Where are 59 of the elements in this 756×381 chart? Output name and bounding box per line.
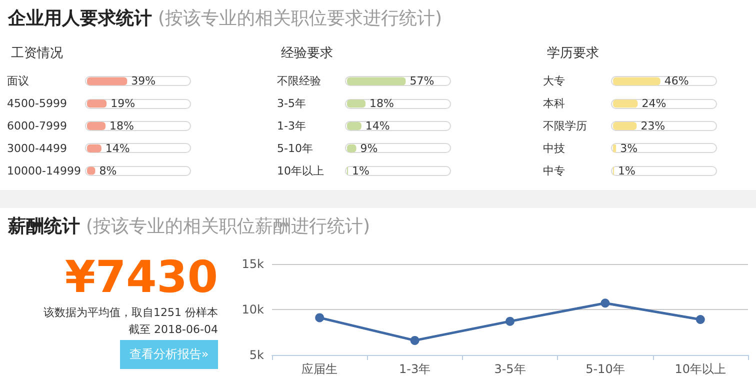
data-label: 14% bbox=[365, 120, 390, 132]
chart-title: 经验要求 bbox=[281, 46, 333, 61]
bar bbox=[87, 122, 106, 130]
data-label: 3% bbox=[620, 142, 638, 155]
chart-title: 学历要求 bbox=[547, 46, 599, 61]
y-tick-label: 6000-7999 bbox=[7, 120, 67, 132]
y-tick-label: 大专 bbox=[543, 74, 565, 88]
data-label: 18% bbox=[110, 120, 134, 132]
y-tick-label: 5k bbox=[249, 348, 264, 362]
y-tick-label: 3000-4499 bbox=[7, 142, 67, 155]
data-label: 46% bbox=[664, 74, 689, 88]
y-tick-label: 不限学历 bbox=[543, 120, 587, 132]
text: 查看分析报告» bbox=[120, 340, 218, 369]
data-label: 57% bbox=[410, 74, 434, 88]
bar bbox=[87, 100, 107, 108]
data-label: 14% bbox=[105, 142, 130, 155]
text: (按该专业的相关职位薪酬进行统计) bbox=[86, 216, 370, 237]
data-label: 19% bbox=[110, 97, 136, 110]
x-tick-label: 应届生 bbox=[302, 362, 338, 376]
data-label: 1% bbox=[352, 164, 370, 178]
y-tick-label: 3-5年 bbox=[277, 97, 306, 110]
y-tick-label: 4500-5999 bbox=[7, 97, 67, 110]
y-tick-label: 不限经验 bbox=[277, 74, 321, 88]
text: 薪酬统计 bbox=[8, 216, 80, 237]
chart-title: 工资情况 bbox=[11, 46, 63, 61]
data-label: 1% bbox=[618, 164, 636, 178]
y-tick-label: 本科 bbox=[543, 97, 565, 110]
y-tick-label: 5-10年 bbox=[277, 142, 313, 155]
x-tick-label: 1-3年 bbox=[398, 362, 431, 376]
y-tick-label: 面议 bbox=[7, 74, 29, 88]
x-tick-label: 10年以上 bbox=[674, 362, 726, 376]
x-tick-label: 3-5年 bbox=[494, 362, 526, 376]
data-label: 39% bbox=[131, 74, 156, 88]
data-label: 23% bbox=[640, 120, 666, 132]
point bbox=[696, 315, 705, 324]
data-label: 9% bbox=[360, 142, 378, 155]
x-tick-label: 5-10年 bbox=[586, 362, 625, 376]
y-tick-label: 10年以上 bbox=[277, 164, 324, 178]
bar bbox=[613, 100, 638, 108]
point bbox=[600, 298, 610, 308]
text: (按该专业的相关职位要求进行统计) bbox=[158, 8, 442, 29]
point bbox=[506, 316, 514, 326]
text: ¥7430 bbox=[64, 252, 218, 304]
data-label: 8% bbox=[99, 164, 117, 178]
text: 该数据为平均值，取自1251 份样本 bbox=[42, 305, 218, 321]
data-label: 24% bbox=[642, 97, 666, 110]
y-tick-label: 中专 bbox=[543, 164, 565, 178]
text: 截至 2018-06-04 bbox=[128, 322, 218, 338]
y-tick-label: 15k bbox=[242, 257, 264, 271]
y-tick-label: 中技 bbox=[543, 142, 565, 155]
y-tick-label: 10k bbox=[242, 302, 264, 316]
y-tick-label: 10000-14999 bbox=[7, 164, 81, 178]
point bbox=[410, 336, 420, 345]
text: 企业用人要求统计 bbox=[8, 8, 152, 29]
point bbox=[315, 313, 324, 322]
data-label: 18% bbox=[370, 97, 394, 110]
bar bbox=[613, 122, 637, 130]
y-tick-label: 1-3年 bbox=[277, 120, 306, 132]
bar bbox=[347, 100, 366, 108]
